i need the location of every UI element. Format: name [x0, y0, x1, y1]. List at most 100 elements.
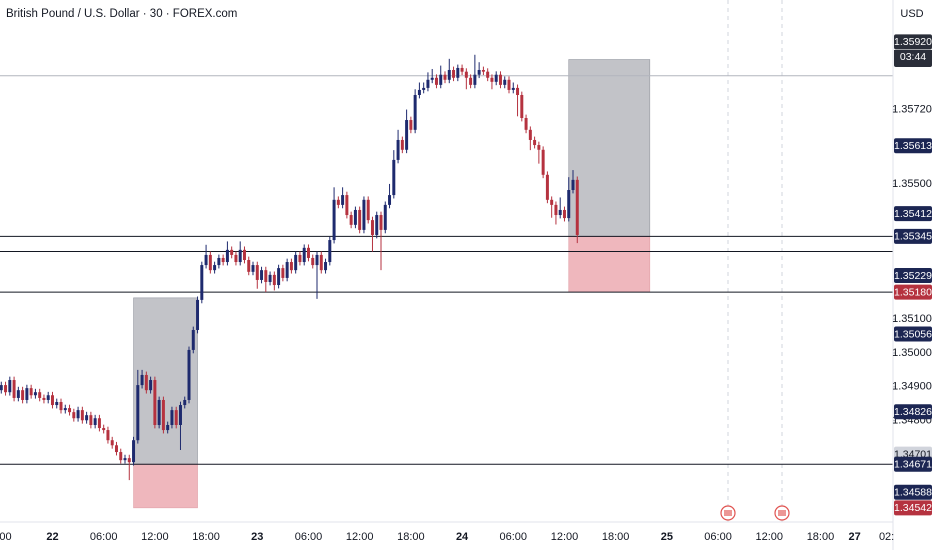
candle-body	[213, 265, 217, 271]
candle-body	[315, 254, 319, 266]
candle-body	[341, 195, 345, 205]
candle-body	[161, 399, 165, 431]
candle-body	[127, 458, 131, 463]
candle-body	[469, 77, 473, 85]
target-zone	[133, 297, 198, 465]
candle-body	[507, 79, 511, 90]
candle-body	[217, 257, 221, 266]
candle-body	[8, 380, 12, 393]
candle-body	[537, 145, 541, 150]
price-label: 1.35229	[894, 270, 932, 282]
candle-body	[183, 399, 187, 406]
candle-body	[434, 77, 438, 85]
x-tick-label: 27	[848, 531, 860, 543]
candle-body	[383, 204, 387, 230]
candle-body	[102, 428, 106, 431]
candle-body	[473, 74, 477, 85]
candle-body	[114, 445, 118, 453]
event-icon[interactable]	[720, 505, 736, 521]
candle-body	[191, 329, 195, 350]
x-tick-label: 23	[251, 531, 263, 543]
candle-body	[33, 392, 37, 396]
x-tick-label: 25	[661, 531, 673, 543]
price-label-box	[894, 456, 932, 472]
candle-body	[16, 390, 20, 398]
candle-body	[562, 209, 566, 219]
price-label-box	[894, 268, 932, 284]
candle-body	[294, 254, 298, 271]
price-label: 1.35056	[894, 328, 932, 340]
candle-body	[80, 410, 84, 421]
price-label: 1.35345	[894, 231, 932, 243]
candle-body	[567, 190, 571, 219]
candle-body	[196, 299, 200, 330]
candle-body	[545, 174, 549, 200]
candle-body	[302, 247, 306, 263]
price-label-box	[894, 206, 932, 222]
candle-body	[59, 402, 63, 411]
candle-body	[42, 397, 46, 400]
candle-body	[234, 254, 238, 263]
candle-body	[400, 139, 404, 150]
candle-body	[498, 74, 502, 85]
candle-body	[55, 402, 59, 406]
candle-body	[396, 139, 400, 160]
candle-body	[516, 87, 520, 96]
candle-body	[119, 452, 123, 461]
price-label-box	[894, 34, 932, 50]
candle-body	[174, 410, 178, 425]
price-label: 1.35412	[894, 208, 932, 220]
candle-body	[277, 268, 281, 286]
candle-body	[481, 69, 485, 72]
candle-body	[571, 179, 575, 191]
stop-zone	[568, 236, 651, 293]
candle-body	[413, 95, 417, 130]
candle-body	[97, 418, 101, 429]
candle-body	[332, 199, 336, 241]
candle-body	[76, 410, 80, 419]
candle-body	[477, 69, 481, 75]
x-tick-label: 24	[456, 531, 469, 543]
x-tick-label: 18:00	[602, 531, 630, 543]
candle-body	[554, 204, 558, 216]
candle-body	[456, 67, 460, 78]
candle-body	[409, 120, 413, 130]
candle-body	[187, 349, 191, 400]
candle-body	[178, 405, 182, 425]
candle-body	[575, 179, 579, 235]
price-label-box	[894, 284, 932, 300]
candle-body	[533, 139, 537, 146]
countdown-box	[894, 49, 932, 64]
candle-body	[93, 418, 97, 425]
candle-body	[85, 415, 89, 421]
y-tick-label: 1.35720	[892, 103, 932, 115]
candle-body	[68, 408, 72, 413]
countdown: 03:44	[900, 51, 926, 63]
candle-body	[110, 440, 114, 446]
candle-body	[379, 215, 383, 230]
event-icon[interactable]	[774, 505, 790, 521]
candle-body	[490, 77, 494, 82]
candle-body	[25, 388, 29, 400]
price-labels: 1.359201.358681.356131.354121.353451.352…	[894, 34, 932, 516]
candle-body	[166, 424, 170, 431]
price-label: 1.35180	[894, 286, 932, 298]
currency-label[interactable]: USD	[900, 8, 923, 20]
candle-body	[520, 95, 524, 118]
candle-body	[63, 408, 67, 411]
chart-title: British Pound / U.S. Dollar · 30 · FOREX…	[6, 8, 237, 20]
candle-body	[200, 265, 204, 300]
x-tick-label: 06:00	[500, 531, 528, 543]
candle-body	[486, 71, 490, 78]
candle-body	[132, 440, 136, 463]
candle-body	[494, 74, 498, 82]
candle-body	[558, 209, 562, 216]
candle-body	[204, 254, 208, 266]
candle-body	[298, 254, 302, 263]
y-tick-label: 1.34900	[892, 381, 932, 393]
candle-body	[439, 74, 443, 85]
candle-body	[89, 415, 93, 425]
